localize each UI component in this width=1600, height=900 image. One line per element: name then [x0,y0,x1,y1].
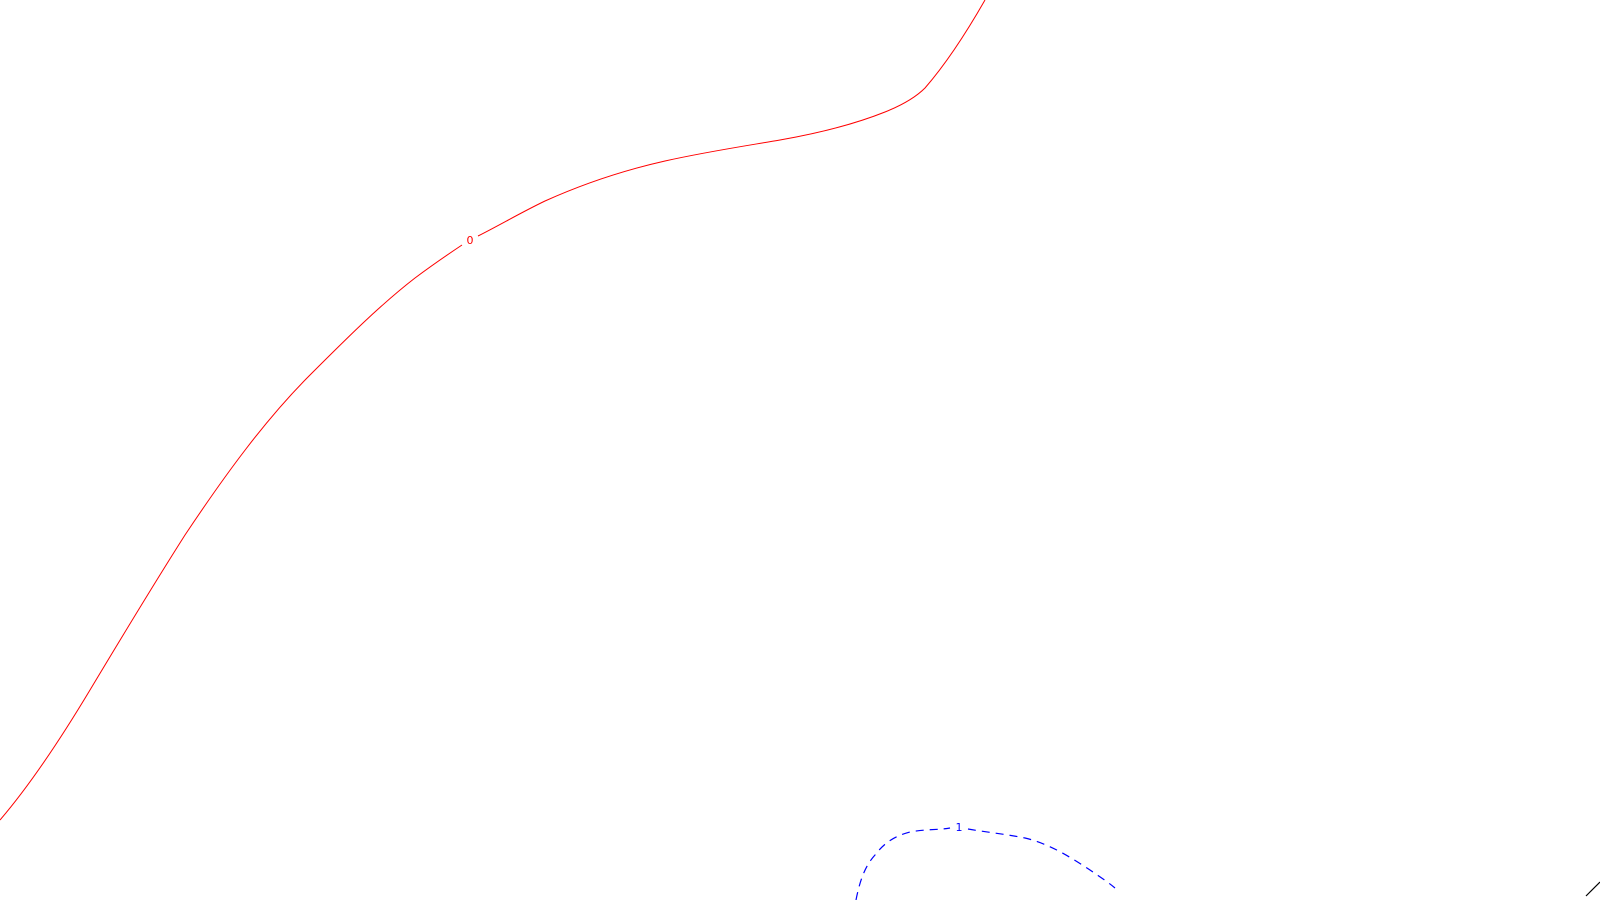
contour-level-0: 0 [0,0,986,821]
contour-line-0 [477,0,986,237]
contour-line-1 [855,827,951,900]
contour-level-1: 1 [855,821,1116,900]
contour-label-0: 0 [467,234,474,247]
contour-line-0 [0,244,463,821]
edge-contour-fragment [1585,881,1600,897]
contour-line-1 [967,828,1116,889]
contour-label-1: 1 [956,821,963,834]
